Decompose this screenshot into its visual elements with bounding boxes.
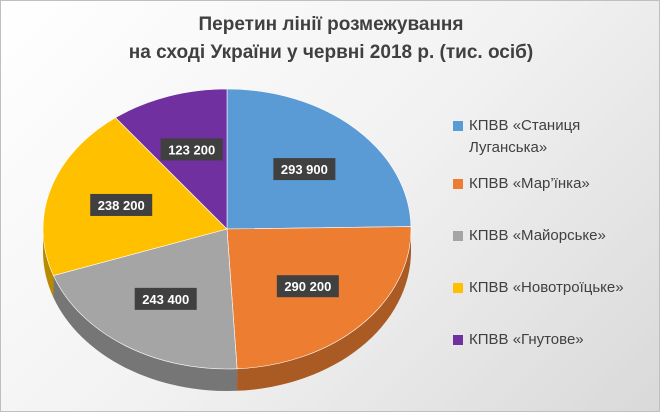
data-label: 290 200 (276, 275, 339, 298)
pie-slice (226, 226, 412, 370)
data-label-text: 290 200 (284, 279, 331, 294)
legend-item: КПВВ «Гнутове» (453, 329, 584, 351)
data-label-box (90, 193, 153, 216)
data-label-box (276, 275, 339, 298)
legend-label: КПВВ «Новотроїцьке» (469, 279, 624, 296)
data-label: 238 200 (90, 193, 153, 216)
legend-swatch (453, 283, 463, 293)
chart-title: Перетин лінії розмежування на сході Укра… (1, 11, 660, 67)
pie-slice-side (53, 275, 238, 392)
legend-label: КПВВ «Гнутове» (469, 331, 584, 348)
data-label-text: 243 400 (142, 292, 189, 307)
data-label-box (134, 287, 197, 310)
data-label-text: 123 200 (168, 142, 215, 157)
legend-swatch (453, 121, 463, 131)
legend-item: КПВВ «Мар’їнка» (453, 173, 590, 195)
legend-label: КПВВ «Станиця Луганська» (469, 117, 581, 156)
legend-label: КПВВ «Мар’їнка» (469, 175, 590, 192)
data-label-box (160, 138, 223, 161)
data-label: 123 200 (160, 138, 223, 161)
data-label: 293 900 (273, 158, 336, 181)
data-label-text: 293 900 (281, 162, 328, 177)
legend-item: КПВВ «Станиця Луганська» (453, 115, 619, 159)
pie-slice-side (237, 229, 411, 391)
legend-label: КПВВ «Майорське» (469, 227, 606, 244)
legend-swatch (453, 179, 463, 189)
data-label: 243 400 (134, 287, 197, 310)
data-label-text: 238 200 (98, 198, 145, 213)
legend-swatch (453, 335, 463, 345)
data-label-box (273, 158, 336, 181)
title-line-1: Перетин лінії розмежування (198, 14, 464, 35)
legend-item: КПВВ «Майорське» (453, 225, 606, 247)
legend-item: КПВВ «Новотроїцьке» (453, 277, 624, 299)
legend-swatch (453, 231, 463, 241)
title-line-2: на сході України у червні 2018 р. (тис. … (128, 42, 534, 63)
